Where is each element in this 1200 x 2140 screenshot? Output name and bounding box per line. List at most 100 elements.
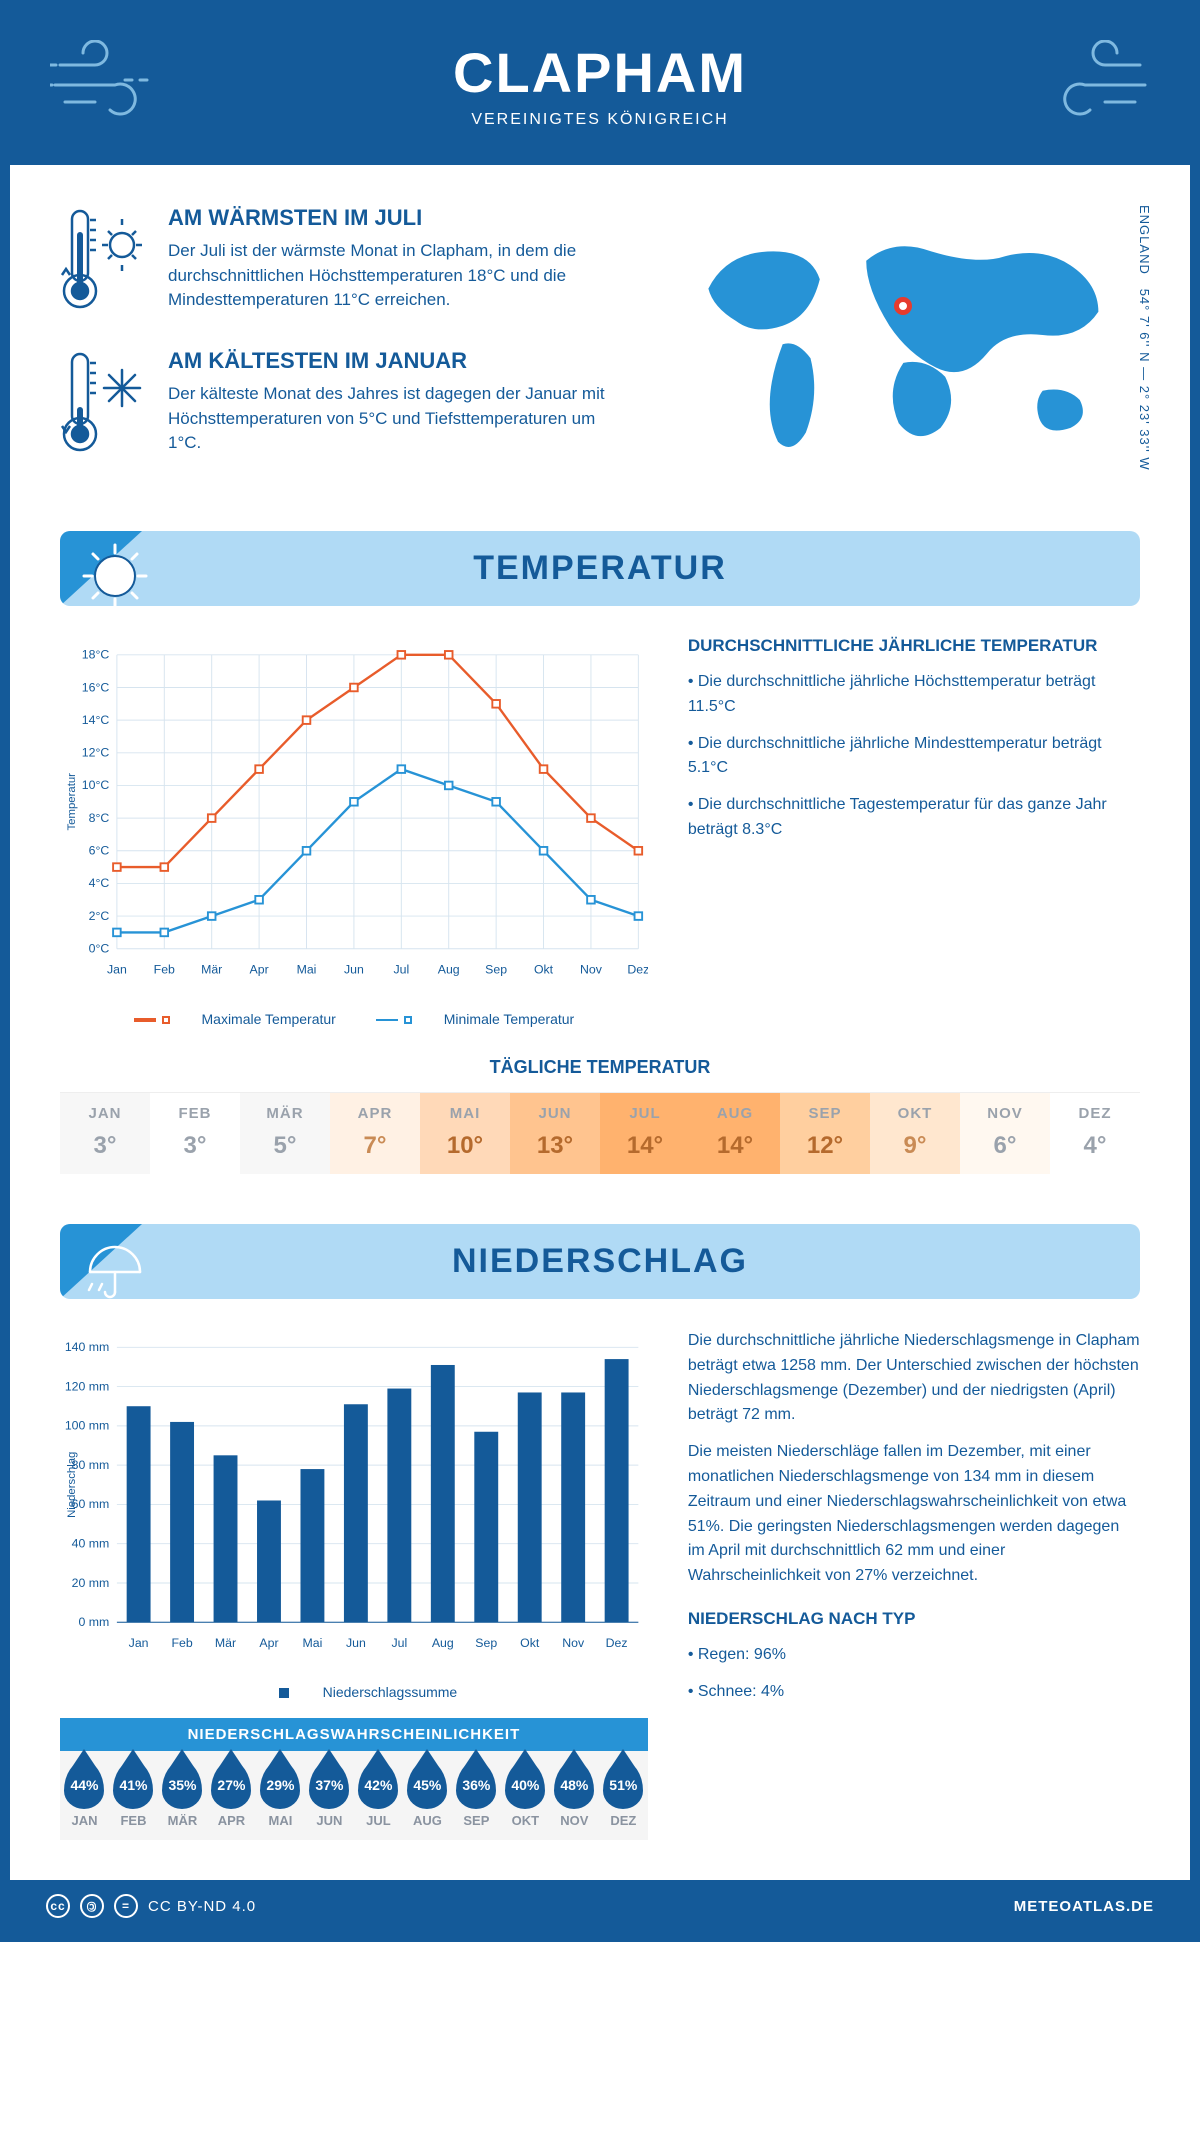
svg-text:20 mm: 20 mm [72,1576,110,1590]
svg-text:40 mm: 40 mm [72,1536,110,1550]
daily-temp-cell: DEZ4° [1050,1093,1140,1174]
raindrop-icon: 45% [407,1761,447,1809]
legend-max: Maximale Temperatur [174,1011,336,1027]
svg-text:Apr: Apr [250,962,269,976]
probability-strip: 44%JAN41%FEB35%MÄR27%APR29%MAI37%JUN42%J… [60,1751,648,1840]
raindrop-icon: 37% [309,1761,349,1809]
probability-cell: 45%AUG [403,1751,452,1840]
precip-row: 0 mm20 mm40 mm60 mm80 mm100 mm120 mm140 … [60,1329,1140,1840]
svg-text:12°C: 12°C [82,746,110,760]
probability-cell: 41%FEB [109,1751,158,1840]
svg-text:Jun: Jun [346,1636,366,1650]
daily-temp-cell: JUL14° [600,1093,690,1174]
legend-min: Minimale Temperatur [416,1011,574,1027]
precip-para: Die durchschnittliche jährliche Niedersc… [688,1329,1140,1428]
probability-cell: 27%APR [207,1751,256,1840]
daily-temp-cell: JUN13° [510,1093,600,1174]
coldest-text: Der kälteste Monat des Jahres ist dagege… [168,382,627,456]
content: AM WÄRMSTEN IM JULI Der Juli ist der wär… [10,165,1190,1880]
precip-legend: Niederschlagssumme [60,1684,648,1700]
svg-text:Jul: Jul [391,1636,407,1650]
svg-text:Feb: Feb [154,962,175,976]
svg-text:120 mm: 120 mm [65,1379,109,1393]
intro-row: AM WÄRMSTEN IM JULI Der Juli ist der wär… [60,205,1140,491]
svg-text:2°C: 2°C [89,909,110,923]
temperature-section-header: TEMPERATUR [60,531,1140,606]
svg-text:Feb: Feb [171,1636,192,1650]
daily-temp-cell: SEP12° [780,1093,870,1174]
raindrop-icon: 41% [113,1761,153,1809]
temp-side-heading: DURCHSCHNITTLICHE JÄHRLICHE TEMPERATUR [688,636,1140,656]
daily-temp-cell: OKT9° [870,1093,960,1174]
svg-text:18°C: 18°C [82,648,110,662]
coords-region: ENGLAND [1137,205,1152,275]
svg-text:Mär: Mär [215,1636,236,1650]
temp-row: 0°C2°C4°C6°C8°C10°C12°C14°C16°C18°CJanFe… [60,636,1140,1027]
svg-text:10°C: 10°C [82,778,110,792]
temp-bullet: • Die durchschnittliche jährliche Höchst… [688,670,1140,720]
site-name: METEOATLAS.DE [1014,1898,1154,1915]
svg-text:Mai: Mai [303,1636,323,1650]
svg-text:100 mm: 100 mm [65,1419,109,1433]
temp-legend: Maximale Temperatur Minimale Temperatur [60,1011,648,1027]
svg-text:8°C: 8°C [89,811,110,825]
raindrop-icon: 44% [64,1761,104,1809]
svg-text:6°C: 6°C [89,844,110,858]
precip-type-heading: NIEDERSCHLAG NACH TYP [688,1609,1140,1629]
svg-text:Jun: Jun [344,962,364,976]
coldest-title: AM KÄLTESTEN IM JANUAR [168,348,627,374]
thermometer-cold-icon [60,348,150,463]
temp-bullet: • Die durchschnittliche Tagestemperatur … [688,793,1140,843]
svg-text:Sep: Sep [475,1636,497,1650]
wind-icon [1040,40,1150,130]
nd-icon: = [114,1894,138,1918]
daily-temp-cell: NOV6° [960,1093,1050,1174]
svg-text:Jan: Jan [107,962,127,976]
svg-text:Okt: Okt [534,962,554,976]
precip-section-title: NIEDERSCHLAG [80,1242,1120,1281]
daily-temp-cell: AUG14° [690,1093,780,1174]
precip-section-header: NIEDERSCHLAG [60,1224,1140,1299]
svg-text:4°C: 4°C [89,876,110,890]
temp-section-title: TEMPERATUR [80,549,1120,588]
probability-cell: 44%JAN [60,1751,109,1840]
by-icon: 🄯 [80,1894,104,1918]
warmest-text: Der Juli ist der wärmste Monat in Clapha… [168,239,627,313]
svg-text:Mär: Mär [201,962,222,976]
sun-icon [80,541,150,606]
legend-precip: Niederschlagssumme [295,1684,458,1700]
precip-type: • Regen: 96% [688,1643,1140,1668]
precipitation-bar-chart: 0 mm20 mm40 mm60 mm80 mm100 mm120 mm140 … [60,1329,648,1669]
warmest-title: AM WÄRMSTEN IM JULI [168,205,627,231]
probability-heading: NIEDERSCHLAGSWAHRSCHEINLICHKEIT [60,1718,648,1751]
svg-text:Temperatur: Temperatur [66,773,78,831]
precip-para: Die meisten Niederschläge fallen im Deze… [688,1440,1140,1589]
svg-text:Aug: Aug [432,1636,454,1650]
daily-temp-cell: JAN3° [60,1093,150,1174]
map-pin-icon [894,297,912,315]
temp-bullet: • Die durchschnittliche jährliche Mindes… [688,732,1140,782]
probability-cell: 29%MAI [256,1751,305,1840]
svg-text:Okt: Okt [520,1636,540,1650]
probability-cell: 36%SEP [452,1751,501,1840]
svg-text:14°C: 14°C [82,713,110,727]
daily-temp-strip: JAN3°FEB3°MÄR5°APR7°MAI10°JUN13°JUL14°AU… [60,1092,1140,1174]
svg-text:Mai: Mai [297,962,317,976]
daily-temp-cell: MÄR5° [240,1093,330,1174]
probability-cell: 42%JUL [354,1751,403,1840]
header: CLAPHAM VEREINIGTES KÖNIGREICH [10,10,1190,165]
svg-text:140 mm: 140 mm [65,1340,109,1354]
footer: cc 🄯 = CC BY-ND 4.0 METEOATLAS.DE [10,1880,1190,1932]
svg-text:Niederschlag: Niederschlag [66,1452,78,1518]
daily-temp-title: TÄGLICHE TEMPERATUR [60,1057,1140,1078]
raindrop-icon: 27% [211,1761,251,1809]
world-map: ENGLAND 54° 7' 6'' N — 2° 23' 33'' W [667,205,1140,491]
probability-cell: 37%JUN [305,1751,354,1840]
coldest-factoid: AM KÄLTESTEN IM JANUAR Der kälteste Mona… [60,348,627,463]
page-subtitle: VEREINIGTES KÖNIGREICH [30,111,1170,129]
umbrella-icon [80,1234,150,1299]
cc-icon: cc [46,1894,70,1918]
daily-temp-cell: MAI10° [420,1093,510,1174]
page-title: CLAPHAM [30,40,1170,105]
svg-text:0°C: 0°C [89,942,110,956]
